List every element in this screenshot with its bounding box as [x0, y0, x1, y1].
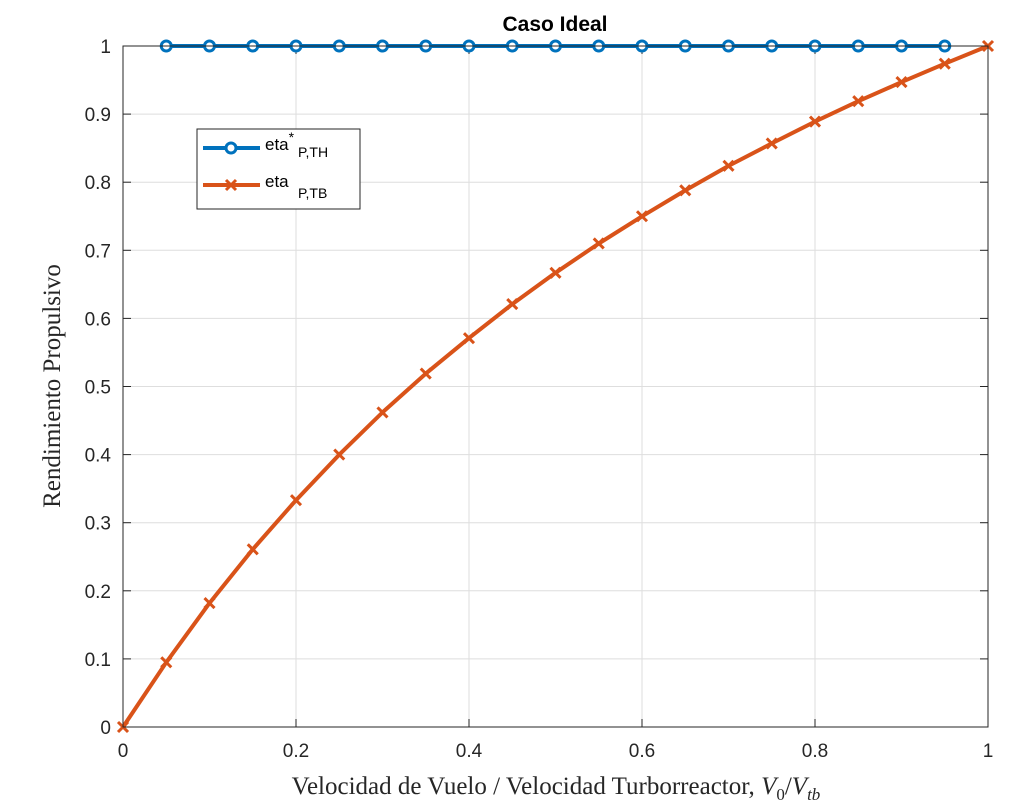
x-axis-label-slash: / [785, 773, 792, 800]
x-tick-label: 0 [118, 741, 129, 762]
y-tick-label: 0.5 [85, 378, 111, 399]
y-tick-label: 0.6 [85, 309, 111, 330]
legend: eta*P,TH etaP,TB [196, 128, 361, 210]
data-point [895, 76, 908, 89]
data-point [635, 210, 649, 223]
data-point [289, 494, 303, 507]
legend-marker-series-2 [224, 178, 238, 192]
y-tick-label: 0.4 [85, 446, 112, 467]
legend-label-series-1: eta*P,TH [265, 129, 328, 160]
y-tick-label: 0.9 [85, 105, 111, 126]
y-axis-label: Rendimiento Propulsivo [39, 264, 66, 508]
data-point [592, 237, 605, 250]
data-point [160, 656, 173, 669]
x-tick-label: 0.6 [629, 741, 655, 762]
data-point [462, 332, 476, 345]
x-axis-label: Velocidad de Vuelo / Velocidad Turborrea… [292, 773, 821, 804]
y-tick-label: 0.7 [85, 241, 111, 262]
x-tick-labels: 0 0.2 0.4 0.6 0.8 1 [118, 741, 994, 762]
data-point [376, 406, 389, 419]
legend-label-series-2-base: eta [265, 172, 289, 191]
x-tick-label: 0.8 [802, 741, 828, 762]
y-tick-labels: 0 0.1 0.2 0.3 0.4 0.5 0.6 0.7 0.8 0.9 1 [85, 37, 112, 739]
data-point [938, 57, 951, 70]
data-point [808, 115, 822, 128]
x-tick-label: 0.2 [283, 741, 309, 762]
y-tick-label: 0.2 [85, 582, 111, 603]
series-2 [116, 39, 995, 734]
grid [122, 45, 989, 728]
legend-box [196, 128, 361, 210]
x-axis-label-text: Velocidad de Vuelo / Velocidad Turborrea… [292, 773, 761, 800]
plot-frame [122, 45, 989, 728]
data-point [722, 159, 735, 172]
legend-marker-series-1 [224, 141, 238, 155]
series-group [116, 39, 995, 734]
data-point [203, 596, 216, 610]
data-point [506, 298, 519, 311]
x-axis-label-vtb: V [792, 773, 810, 800]
y-tick-label: 0.1 [85, 650, 111, 671]
data-point [246, 543, 259, 556]
x-tick-label: 1 [983, 741, 994, 762]
legend-label-series-2-sub: P,TB [298, 185, 327, 201]
data-point [679, 184, 692, 197]
y-tick-label: 0.8 [85, 173, 111, 194]
chart-title: Caso Ideal [502, 13, 607, 36]
data-point [333, 448, 346, 461]
x-axis-label-v0: V [761, 773, 779, 800]
data-point [852, 95, 865, 108]
y-tick-label: 0 [100, 718, 111, 739]
legend-label-series-2: eta P,TB [265, 172, 327, 201]
legend-label-series-1-base: eta [265, 135, 289, 154]
data-point [765, 137, 778, 150]
x-axis-label-v0-sub: 0 [776, 785, 785, 804]
x-tick-label: 0.4 [456, 741, 483, 762]
data-point [419, 367, 432, 380]
legend-label-series-1-sub: P,TH [298, 144, 328, 160]
legend-label-series-1-sup: * [289, 129, 295, 145]
x-axis-label-vtb-sub: tb [807, 785, 820, 804]
y-tick-label: 1 [100, 37, 111, 58]
y-tick-label: 0.3 [85, 514, 111, 535]
data-point [549, 266, 562, 279]
